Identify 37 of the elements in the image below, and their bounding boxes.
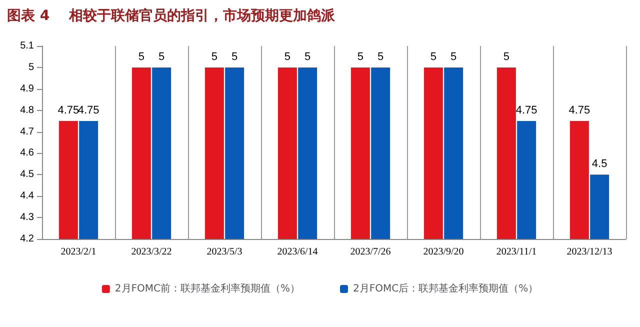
data-label: 5: [138, 50, 144, 63]
y-tick-label: 4.5: [20, 169, 34, 180]
x-tick-label: 2023/3/22: [131, 246, 172, 258]
x-tick-label: 2023/7/26: [350, 246, 391, 258]
x-tick-label: 2023/5/3: [206, 246, 242, 258]
data-label: 5: [211, 50, 218, 63]
data-label: 4.5: [592, 158, 608, 170]
y-tick-label: 4.3: [20, 212, 34, 224]
y-tick-label: 4.6: [20, 148, 34, 159]
data-label: 4.75: [58, 104, 80, 117]
chart-title: 图表 4 相较于联储官员的指引，市场预期更加鸽派: [7, 7, 336, 24]
data-label: 4.75: [78, 104, 100, 117]
data-label: 5: [158, 50, 165, 63]
legend-label: 2月FOMC前：联邦基金利率预期值（%）: [114, 282, 300, 294]
x-tick-label: 2023/9/20: [423, 246, 464, 258]
data-label: 5: [304, 50, 311, 63]
data-label: 5: [378, 50, 384, 63]
y-tick-label: 4.4: [20, 190, 34, 202]
legend-label: 2月FOMC后：联邦基金利率预期值（%）: [353, 282, 538, 294]
data-label: 5: [357, 50, 364, 63]
y-tick-label: 4.7: [20, 126, 34, 138]
x-tick-label: 2023/2/1: [60, 246, 96, 258]
y-tick-label: 5.1: [20, 40, 34, 52]
data-label: 4.75: [516, 104, 538, 117]
data-label: 4.75: [568, 104, 590, 117]
x-tick-label: 2023/6/14: [277, 246, 318, 258]
data-label: 5: [232, 50, 238, 63]
data-label: 5: [503, 50, 510, 63]
data-label: 5: [284, 50, 290, 63]
x-tick-label: 2023/11/1: [496, 246, 537, 258]
x-tick-label: 2023/12/13: [566, 246, 612, 258]
y-tick-label: 5: [28, 62, 34, 73]
y-tick-label: 4.9: [20, 83, 34, 94]
y-tick-label: 4.8: [20, 104, 34, 116]
data-label: 5: [450, 50, 457, 63]
y-tick-label: 4.2: [20, 234, 34, 244]
data-label: 5: [430, 50, 436, 63]
